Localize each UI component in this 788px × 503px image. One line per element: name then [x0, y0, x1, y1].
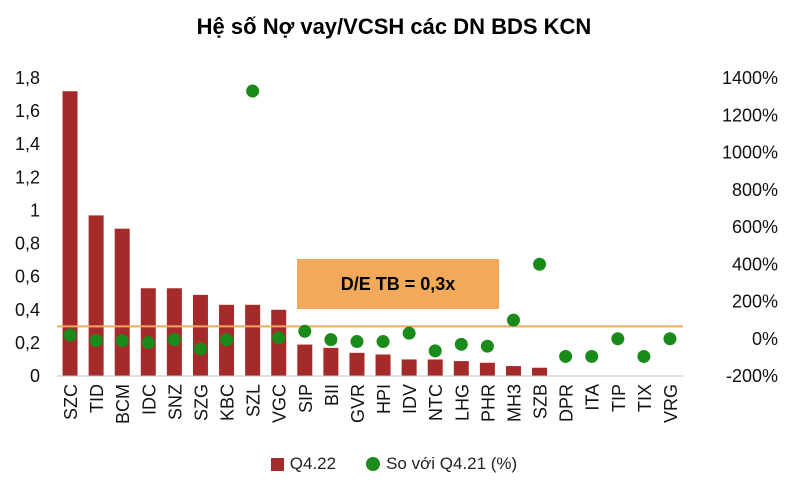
- scatter-point: [220, 333, 234, 347]
- y-right-tick-label: 1400%: [722, 68, 778, 88]
- scatter-point: [63, 328, 77, 342]
- y-left-tick-label: 0,8: [15, 234, 40, 254]
- x-category-label: MH3: [504, 384, 524, 422]
- x-category-label: IDV: [400, 384, 420, 414]
- x-category-label: HPI: [374, 384, 394, 414]
- bar: [62, 91, 78, 376]
- scatter-point: [350, 335, 364, 349]
- scatter-point: [428, 344, 442, 358]
- average-label: D/E TB = 0,3x: [297, 259, 499, 309]
- x-category-label: SZB: [531, 384, 551, 419]
- x-category-label: LHG: [452, 384, 472, 421]
- y-right-tick-label: -200%: [726, 366, 778, 386]
- y-right-tick-label: 200%: [732, 292, 778, 312]
- y-left-tick-label: 1,2: [15, 167, 40, 187]
- y-left-tick-label: 0,2: [15, 333, 40, 353]
- x-category-label: GVR: [348, 384, 368, 423]
- legend-bar-label: Q4.22: [289, 454, 337, 473]
- y-right-tick-label: 600%: [732, 217, 778, 237]
- bar: [166, 288, 182, 376]
- x-category-label: SNZ: [165, 384, 185, 420]
- scatter-point: [663, 332, 677, 346]
- legend-dot-label: So với Q4.21 (%): [386, 454, 518, 473]
- x-category-label: TIX: [635, 384, 655, 412]
- y-left-tick-label: 1,8: [15, 68, 40, 88]
- x-category-label: DPR: [557, 384, 577, 422]
- y-left-tick-label: 0,6: [15, 267, 40, 287]
- y-left-tick-label: 0,4: [15, 300, 40, 320]
- y-right-tick-label: 400%: [732, 254, 778, 274]
- bar: [375, 354, 391, 376]
- bar: [140, 288, 156, 376]
- scatter-point: [611, 332, 625, 346]
- scatter-point: [506, 313, 520, 327]
- scatter-point: [298, 324, 312, 338]
- x-category-label: NTC: [426, 384, 446, 421]
- legend-item-bar: Q4.22: [270, 454, 337, 474]
- x-category-label: ITA: [583, 384, 603, 411]
- scatter-point: [533, 257, 547, 271]
- x-category-label: IDC: [139, 384, 159, 415]
- bar: [505, 366, 521, 376]
- bar: [427, 359, 443, 376]
- bar: [297, 344, 313, 376]
- bar: [114, 228, 130, 376]
- y-left-tick-label: 1,6: [15, 101, 40, 121]
- x-category-label: PHR: [478, 384, 498, 422]
- x-category-label: VRG: [661, 384, 681, 423]
- y-left-tick-label: 1: [30, 200, 40, 220]
- bar: [245, 304, 261, 376]
- scatter-point: [402, 326, 416, 340]
- x-category-label: TID: [87, 384, 107, 413]
- scatter-point: [454, 337, 468, 351]
- x-category-label: KBC: [218, 384, 238, 421]
- scatter-point: [272, 331, 286, 345]
- scatter-point: [376, 335, 390, 349]
- bar: [479, 362, 495, 376]
- bar: [532, 367, 548, 376]
- scatter-point: [246, 84, 260, 98]
- y-left-tick-label: 1,4: [15, 134, 40, 154]
- bar: [192, 294, 208, 376]
- scatter-point: [193, 342, 207, 356]
- x-category-label: BCM: [113, 384, 133, 424]
- scatter-point: [89, 334, 103, 348]
- x-category-label: SZL: [244, 384, 264, 417]
- scatter-point: [480, 339, 494, 353]
- bar: [88, 215, 104, 376]
- y-right-tick-label: 1000%: [722, 143, 778, 163]
- bar: [453, 361, 469, 376]
- bar: [323, 347, 339, 376]
- scatter-point: [559, 349, 573, 363]
- legend-item-dot: So với Q4.21 (%): [366, 454, 517, 474]
- scatter-point: [115, 334, 129, 348]
- x-category-label: TIP: [609, 384, 629, 412]
- y-right-tick-label: 800%: [732, 180, 778, 200]
- bar: [401, 359, 417, 376]
- x-category-label: SIP: [296, 384, 316, 413]
- y-right-tick-label: 0%: [752, 329, 778, 349]
- scatter-point: [167, 333, 181, 347]
- legend: Q4.22 So với Q4.21 (%): [0, 454, 788, 474]
- scatter-point: [141, 335, 155, 349]
- legend-dot-swatch: [366, 457, 381, 471]
- x-category-label: VGC: [270, 384, 290, 423]
- x-category-label: SZG: [191, 384, 211, 421]
- scatter-point: [637, 349, 651, 363]
- chart-title: Hệ số Nợ vay/VCSH các DN BDS KCN: [196, 14, 592, 39]
- scatter-point: [585, 349, 599, 363]
- legend-bar-swatch: [270, 457, 284, 471]
- y-left-tick-label: 0: [30, 366, 40, 386]
- x-category-label: BII: [322, 384, 342, 406]
- scatter-point: [324, 333, 338, 347]
- y-right-tick-label: 1200%: [722, 105, 778, 125]
- bar: [349, 352, 365, 376]
- x-category-label: SZC: [61, 384, 81, 420]
